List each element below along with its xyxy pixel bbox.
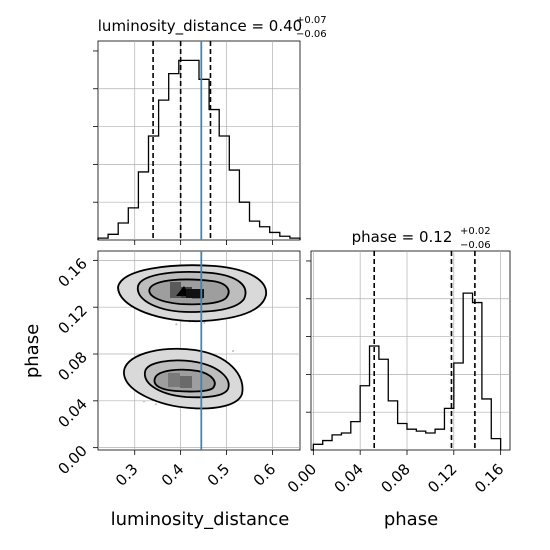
x-tick-label: 0.4 (158, 460, 188, 490)
density-cell (180, 376, 192, 388)
x-axis-label-phase: phase (384, 509, 438, 530)
y-tick-label: 0.00 (54, 442, 90, 478)
x-tick-label: 0.5 (204, 460, 234, 490)
panel-phase-xaxis: 0.00 0.04 0.08 0.12 0.16 (284, 450, 507, 496)
x-ticks: 0.3 0.4 0.5 0.6 (112, 450, 279, 490)
quantile-lines (152, 41, 212, 240)
title-lower: −0.06 (460, 240, 491, 251)
scatter-point (203, 321, 206, 324)
y-tick-label: 0.04 (54, 395, 90, 431)
panel-hist-phase: phase = 0.12 +0.02 −0.06 (306, 226, 511, 451)
x-tick-label: 0.3 (112, 460, 142, 490)
contour-line (117, 264, 267, 323)
title-upper: +0.07 (296, 15, 327, 26)
quantile-lines (373, 251, 476, 450)
y-tick-label: 0.16 (54, 254, 90, 290)
x-tick-label: 0.00 (284, 460, 320, 496)
x-tick-label: 0.08 (377, 460, 413, 496)
y-ticks (306, 260, 311, 413)
panel-frame (310, 250, 511, 451)
y-axis-label-phase: phase (22, 324, 43, 378)
y-tick-label: 0.08 (54, 348, 90, 384)
x-tick-label: 0.04 (331, 460, 367, 496)
panel-joint: 0.3 0.4 0.5 0.6 0.00 0.04 0.08 0.12 0.16 (54, 250, 301, 490)
density-cell (170, 282, 181, 298)
x-tick-label: 0.12 (424, 460, 460, 496)
contour-lines (117, 264, 267, 410)
scatter-point (142, 400, 146, 403)
title-upper: +0.02 (460, 226, 491, 237)
density-cell (168, 373, 180, 387)
histogram (311, 292, 502, 451)
scatter-point (175, 323, 178, 326)
density-peak (186, 289, 204, 298)
x-tick-label: 0.16 (471, 460, 507, 496)
title-main: luminosity_distance = 0.40 (98, 17, 302, 36)
x-ticks (134, 240, 273, 245)
histogram-step (311, 292, 502, 451)
panel-title: luminosity_distance = 0.40 (98, 17, 302, 36)
x-tick-label: 0.6 (250, 460, 280, 490)
histogram (97, 59, 301, 240)
scatter-point (231, 349, 235, 353)
y-ticks (93, 50, 98, 203)
y-tick-label: 0.12 (54, 301, 90, 337)
panel-hist-luminosity-distance: luminosity_distance = 0.40 +0.07 −0.06 (93, 15, 327, 245)
contour-line (123, 347, 244, 410)
contour-line (144, 359, 230, 399)
grid (311, 251, 510, 450)
y-ticks: 0.00 0.04 0.08 0.12 0.16 (54, 254, 98, 478)
title-lower: −0.06 (296, 29, 327, 40)
x-axis-label-luminosity-distance: luminosity_distance (111, 509, 290, 530)
scatter-point (154, 403, 157, 406)
contour-line (137, 271, 247, 313)
contour-line (148, 278, 230, 306)
contour-line (153, 368, 216, 393)
title-main: phase = 0.12 (352, 228, 453, 246)
histogram-step (97, 59, 301, 240)
panel-title: phase = 0.12 (352, 228, 453, 246)
